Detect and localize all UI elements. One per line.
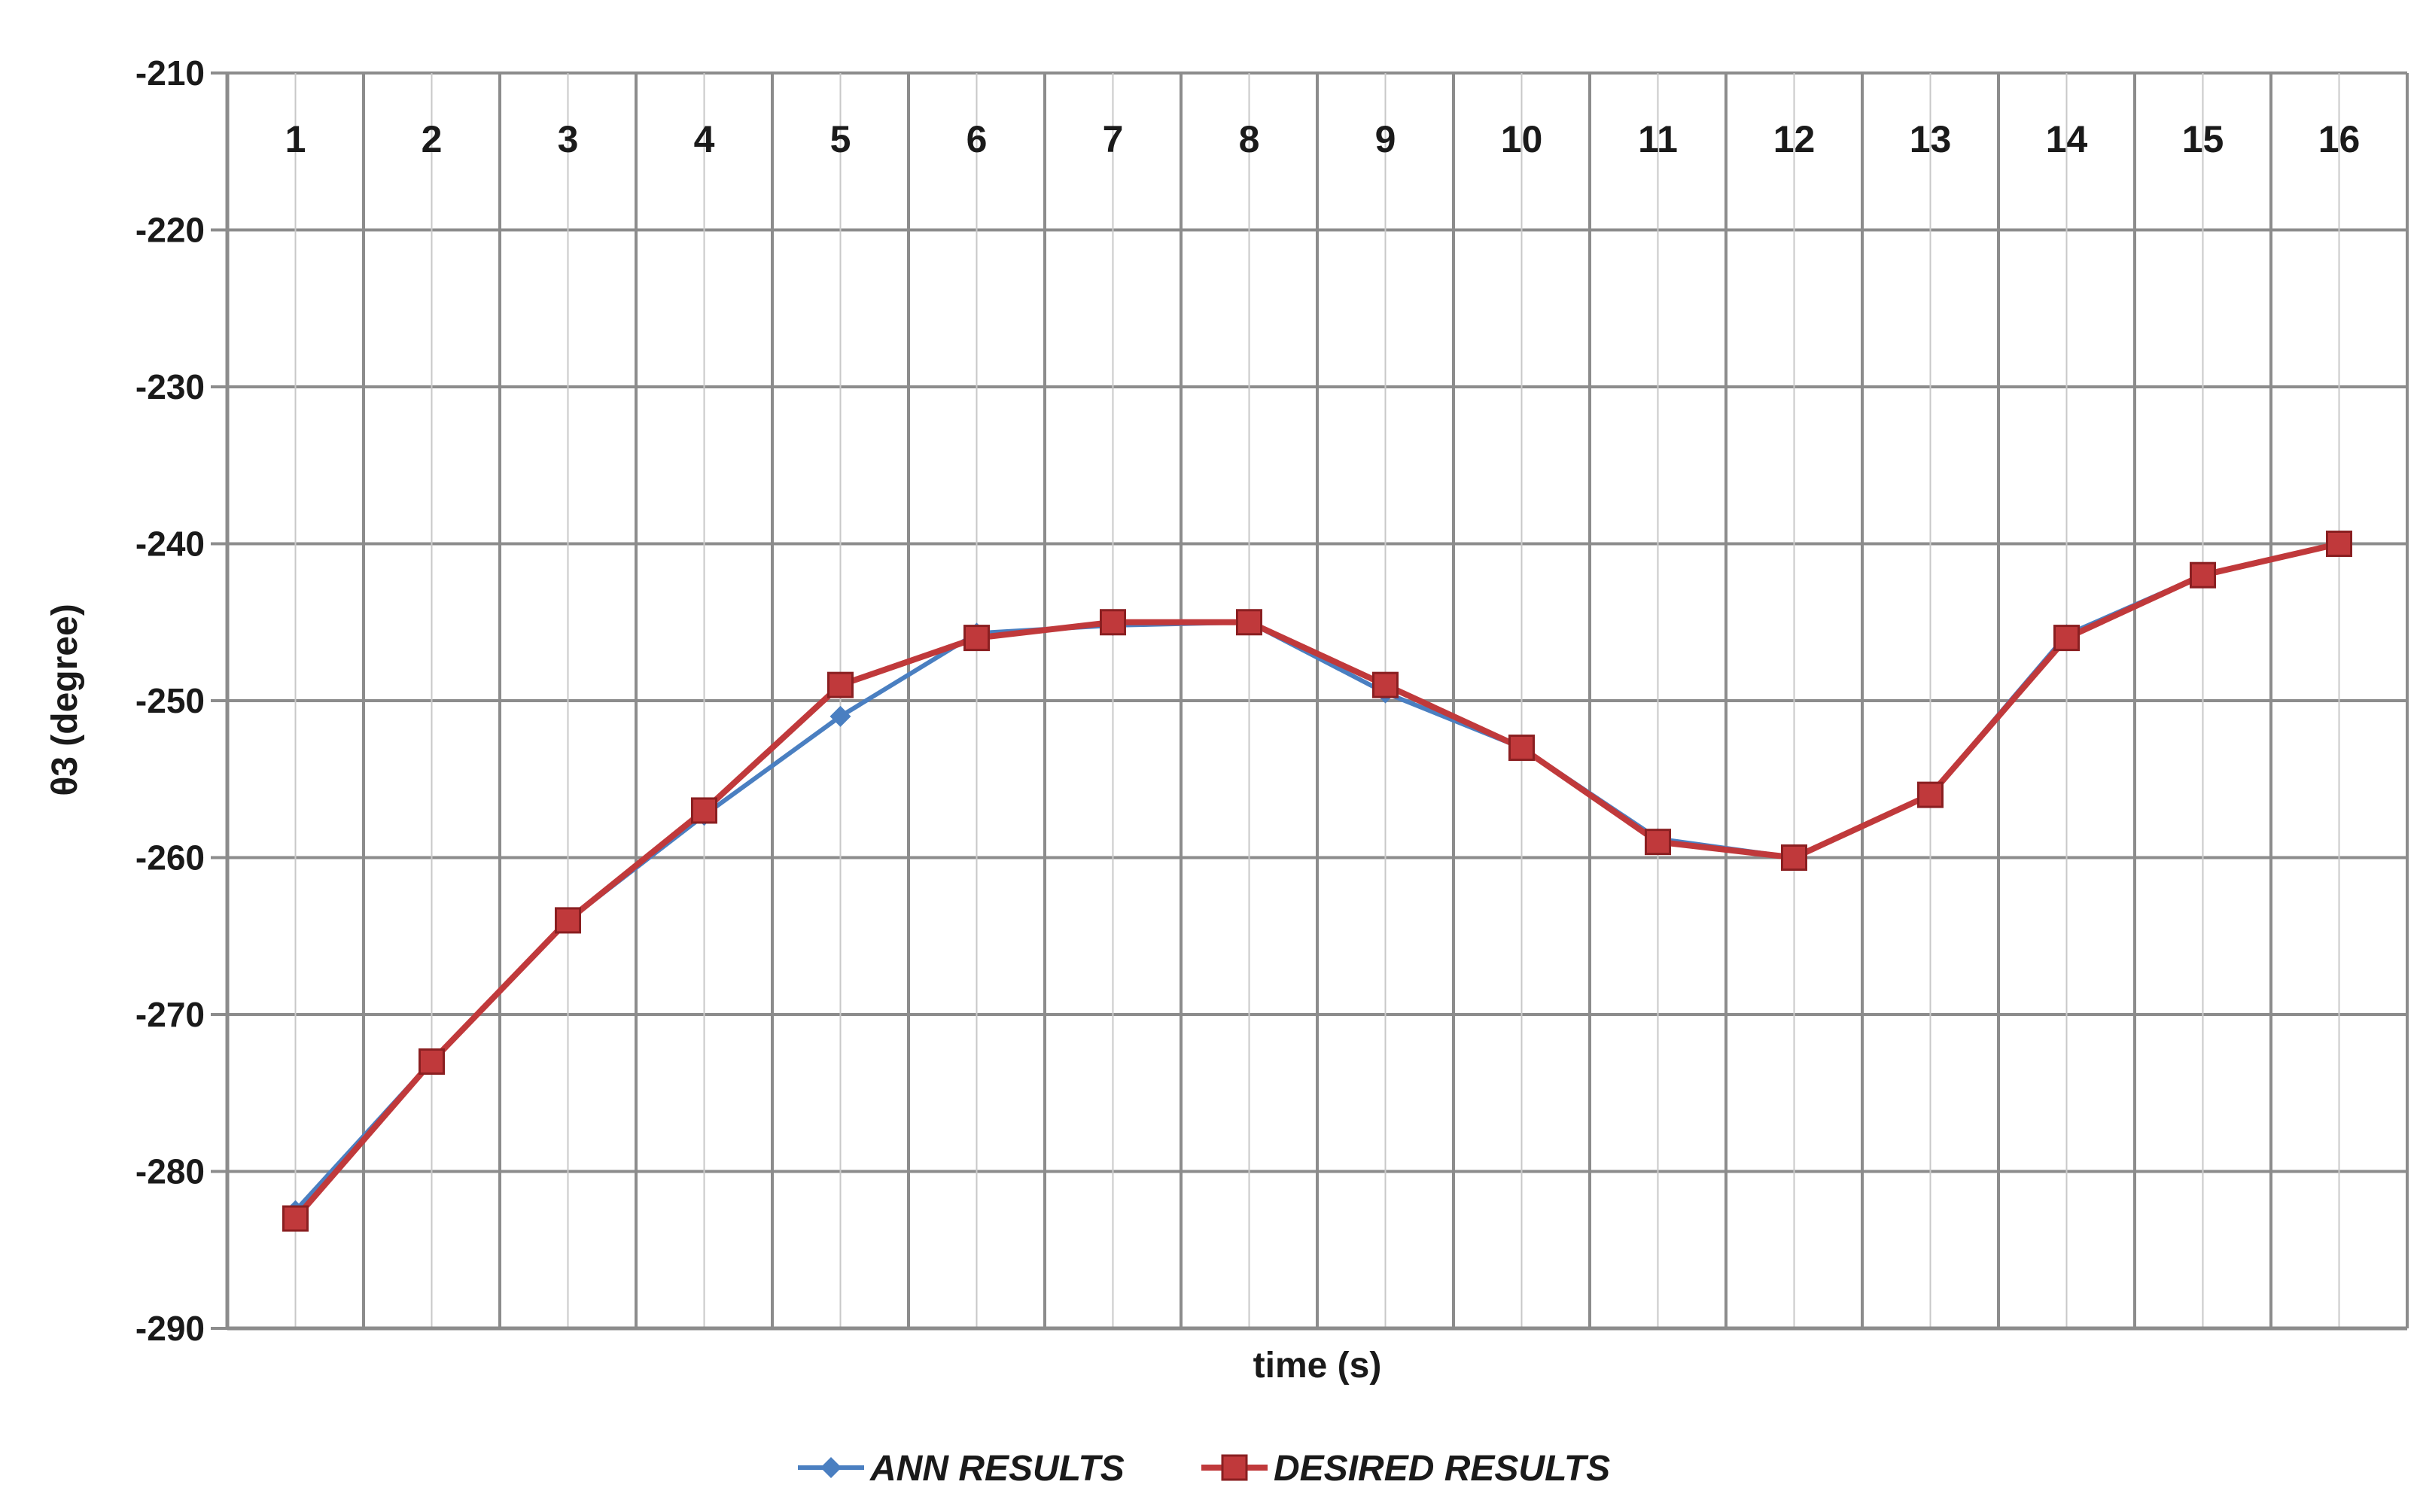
grid [226, 71, 2409, 1330]
data-point [555, 907, 581, 934]
y-tick-label: -220 [135, 211, 205, 250]
legend: ANN RESULTS DESIRED RESULTS [798, 1449, 1610, 1489]
y-tick-label: -280 [135, 1152, 205, 1191]
legend-label: DESIRED RESULTS [1274, 1449, 1610, 1489]
data-point [1508, 735, 1535, 762]
data-point [1372, 671, 1399, 698]
x-tick-label: 4 [694, 118, 715, 160]
y-tick-label: -210 [135, 53, 205, 93]
legend-item: ANN RESULTS [798, 1449, 1125, 1489]
data-point [1645, 829, 1671, 856]
data-point [1100, 609, 1126, 636]
data-point [282, 1205, 309, 1232]
data-point [691, 797, 717, 824]
x-tick-label: 7 [1103, 118, 1124, 160]
y-tick-label: -230 [135, 367, 205, 406]
x-tick-label: 1 [285, 118, 306, 160]
data-point [2053, 625, 2080, 652]
data-point [829, 705, 851, 727]
y-tick-label: -260 [135, 838, 205, 878]
series-1 [282, 531, 2352, 1232]
y-tick-label: -270 [135, 995, 205, 1034]
legend-label: ANN RESULTS [869, 1449, 1125, 1489]
x-axis-title: time (s) [1253, 1346, 1382, 1386]
x-tick-label: 3 [558, 118, 579, 160]
y-tick-label: -240 [135, 525, 205, 564]
y-axis-title: θ3 (degree) [45, 604, 85, 796]
series [282, 531, 2352, 1232]
data-point [2326, 531, 2352, 557]
x-tick-label: 16 [2318, 118, 2361, 160]
x-tick-label: 12 [1773, 118, 1816, 160]
legend-swatch-marker [820, 1457, 842, 1478]
x-tick-label: 11 [1638, 118, 1678, 160]
axes [211, 71, 2407, 1331]
data-point [827, 671, 854, 698]
x-tick-label: 2 [422, 118, 443, 160]
y-tick-label: -290 [135, 1309, 205, 1348]
data-point [1781, 844, 1807, 871]
x-tick-label: 13 [1910, 118, 1952, 160]
data-point [963, 625, 990, 652]
x-tick-label: 8 [1239, 118, 1260, 160]
x-tick-label: 15 [2182, 118, 2224, 160]
series-line [293, 540, 2340, 1221]
y-tick-label: -250 [135, 681, 205, 720]
x-tick-label: 10 [1501, 118, 1543, 160]
x-tick-label: 9 [1375, 118, 1396, 160]
x-tick-label: 14 [2046, 118, 2088, 160]
x-tick-label: 5 [830, 118, 851, 160]
legend-swatch-marker [1221, 1454, 1248, 1481]
data-point [1917, 781, 1944, 808]
data-point [2190, 561, 2216, 589]
data-point [1236, 609, 1262, 636]
legend-item: DESIRED RESULTS [1201, 1449, 1610, 1489]
data-point [419, 1048, 445, 1075]
x-tick-label: 6 [966, 118, 988, 160]
